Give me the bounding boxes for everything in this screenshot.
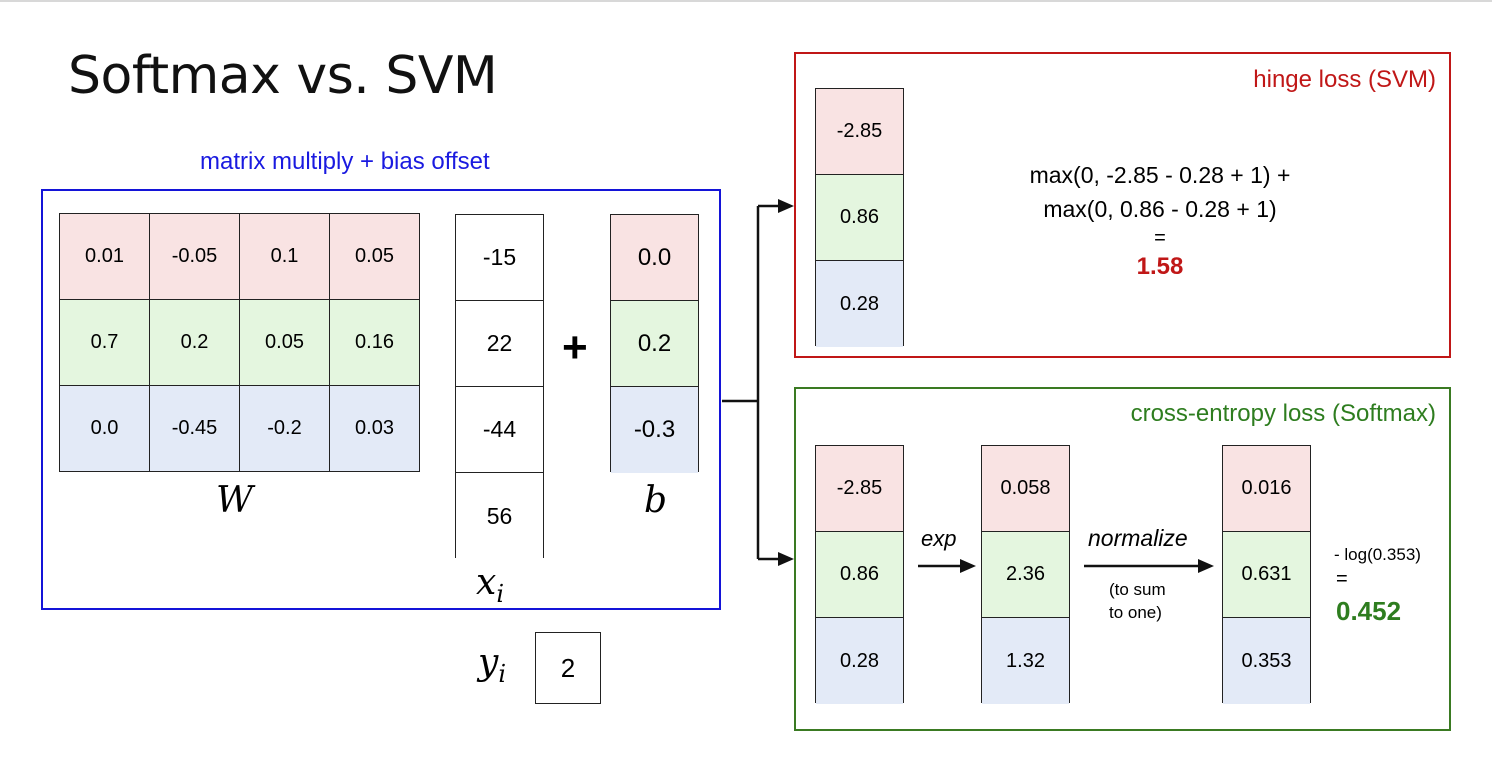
softmax-score-cell: -2.85 — [816, 446, 903, 532]
exp-cell: 2.36 — [982, 532, 1069, 618]
x-cell: -15 — [456, 215, 543, 301]
softmax-scores: -2.85 0.86 0.28 — [815, 445, 904, 704]
prob-cell: 0.631 — [1223, 532, 1310, 618]
w-cell: 0.03 — [329, 385, 420, 472]
softmax-score-cell: 0.86 — [816, 532, 903, 618]
exp-cell: 1.32 — [982, 618, 1069, 704]
loss-equals: = — [1336, 568, 1348, 590]
x-cell: -44 — [456, 387, 543, 473]
b-cell: 0.2 — [611, 301, 698, 387]
w-cell: 0.05 — [329, 213, 420, 300]
w-cell: 0.05 — [239, 299, 330, 386]
svm-label: hinge loss (SVM) — [1253, 66, 1436, 93]
w-cell: 0.7 — [59, 299, 150, 386]
w-cell: 0.0 — [59, 385, 150, 472]
hinge-result: 1.58 — [1136, 253, 1184, 280]
hinge-line-1: max(0, -2.85 - 0.28 + 1) + — [1029, 162, 1291, 188]
b-cell: -0.3 — [611, 387, 698, 473]
b-cell: 0.0 — [611, 215, 698, 301]
slide-title: Softmax vs. SVM — [68, 46, 498, 106]
matrix-multiply-box — [41, 189, 721, 610]
svm-scores: -2.85 0.86 0.28 — [815, 88, 904, 347]
exp-label: exp — [921, 526, 957, 551]
y-symbol-letter: y — [478, 642, 499, 683]
softmax-score-cell: 0.28 — [816, 618, 903, 704]
exp-cell: 0.058 — [982, 446, 1069, 532]
w-cell: 0.1 — [239, 213, 330, 300]
softmax-box — [794, 387, 1451, 731]
w-cell: -0.05 — [149, 213, 240, 300]
w-cell: -0.2 — [239, 385, 330, 472]
y-subscript: i — [498, 660, 507, 688]
hinge-line-2: max(0, 0.86 - 0.28 + 1) — [1043, 196, 1277, 222]
bias-vector: 0.0 0.2 -0.3 — [610, 214, 699, 473]
plus-sign: + — [562, 323, 588, 372]
w-cell: 0.2 — [149, 299, 240, 386]
prob-cell: 0.016 — [1223, 446, 1310, 532]
w-cell: -0.45 — [149, 385, 240, 472]
hinge-equals: = — [1154, 227, 1166, 249]
weight-matrix: 0.01 -0.05 0.1 0.05 0.7 0.2 0.05 0.16 0.… — [59, 213, 420, 472]
top-divider — [0, 0, 1492, 2]
exp-values: 0.058 2.36 1.32 — [981, 445, 1070, 704]
svm-score-cell: -2.85 — [816, 89, 903, 175]
x-vector: -15 22 -44 56 — [455, 214, 544, 559]
x-cell: 22 — [456, 301, 543, 387]
matrix-caption: matrix multiply + bias offset — [200, 148, 490, 175]
svm-score-cell: 0.28 — [816, 261, 903, 347]
x-subscript: i — [496, 580, 504, 608]
normalize-label: normalize — [1088, 525, 1188, 551]
label-box: 2 — [535, 632, 601, 704]
svm-box — [794, 52, 1451, 358]
probabilities: 0.016 0.631 0.353 — [1222, 445, 1311, 704]
normalize-note-2: to one) — [1109, 603, 1162, 622]
prob-cell: 0.353 — [1223, 618, 1310, 704]
x-cell: 56 — [456, 473, 543, 559]
b-symbol: b — [644, 480, 668, 521]
y-symbol: yi — [478, 642, 506, 688]
hinge-formula: max(0, -2.85 - 0.28 + 1) + max(0, 0.86 -… — [960, 158, 1360, 284]
w-symbol: W — [216, 480, 254, 521]
x-symbol: xi — [476, 562, 504, 608]
softmax-result: 0.452 — [1336, 596, 1402, 626]
x-symbol-letter: x — [476, 562, 497, 603]
softmax-label: cross-entropy loss (Softmax) — [1130, 400, 1436, 427]
normalize-note-1: (to sum — [1109, 580, 1166, 599]
svm-score-cell: 0.86 — [816, 175, 903, 261]
loss-expression: - log(0.353) — [1334, 545, 1421, 564]
